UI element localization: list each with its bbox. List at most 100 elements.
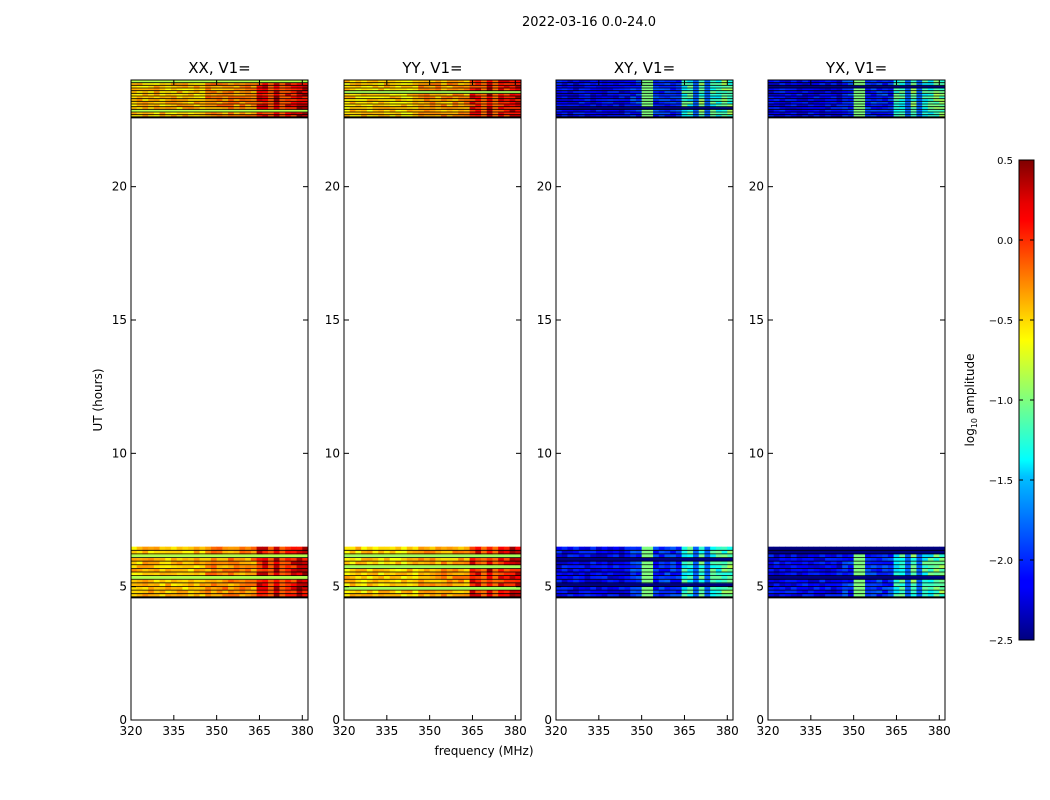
heatmap-cell xyxy=(595,582,603,587)
heatmap-cell xyxy=(136,96,143,100)
heatmap-cell xyxy=(556,96,563,100)
heatmap-cell xyxy=(131,546,138,551)
heatmap-cell xyxy=(842,557,849,562)
heatmap-cell xyxy=(773,557,780,562)
heatmap-cell xyxy=(355,96,362,100)
heatmap-cell xyxy=(727,80,734,84)
heatmap-cell xyxy=(406,82,413,86)
heatmap-cell xyxy=(618,546,625,551)
heatmap-cell xyxy=(239,104,246,108)
heatmap-cell xyxy=(710,114,717,118)
heatmap-cell xyxy=(435,564,442,569)
heatmap-cell xyxy=(567,550,574,555)
heatmap-cell xyxy=(216,572,223,577)
heatmap-cell xyxy=(561,593,568,598)
heatmap-cell xyxy=(882,106,889,110)
heatmap-cell xyxy=(216,101,223,105)
y-tick-label: 20 xyxy=(749,180,764,194)
heatmap-cell xyxy=(176,104,183,108)
heatmap-cell xyxy=(768,96,775,100)
heatmap-cell xyxy=(296,557,303,562)
heatmap-cell xyxy=(802,575,809,580)
heatmap-cell xyxy=(131,582,138,587)
heatmap-cell xyxy=(193,564,200,569)
heatmap-cell xyxy=(618,112,625,116)
heatmap-cell xyxy=(423,561,431,566)
heatmap-cell xyxy=(618,88,625,92)
heatmap-cell xyxy=(847,590,855,595)
heatmap-cell xyxy=(721,564,728,569)
heatmap-cell xyxy=(630,98,637,102)
heatmap-cell xyxy=(429,104,436,108)
heatmap-cell xyxy=(796,564,803,569)
heatmap-cell xyxy=(193,90,200,94)
heatmap-cell xyxy=(401,112,408,116)
heatmap-cell xyxy=(670,112,677,116)
heatmap-cell xyxy=(239,546,246,551)
heatmap-cell xyxy=(882,572,889,577)
heatmap-cell xyxy=(893,572,900,577)
heatmap-cell xyxy=(653,572,660,577)
heatmap-cell xyxy=(847,572,855,577)
heatmap-cell xyxy=(933,593,940,598)
heatmap-cell xyxy=(790,82,797,86)
heatmap-cell xyxy=(876,96,883,100)
heatmap-cell xyxy=(268,98,275,102)
heatmap-cell xyxy=(842,93,849,97)
heatmap-cell xyxy=(687,85,694,89)
heatmap-cell xyxy=(256,553,263,558)
heatmap-cell xyxy=(670,579,677,584)
heatmap-cell xyxy=(216,561,223,566)
heatmap-cell xyxy=(687,582,694,587)
heatmap-cell xyxy=(842,586,849,591)
heatmap-cell xyxy=(486,586,493,591)
heatmap-cell xyxy=(268,106,275,110)
heatmap-cell xyxy=(159,85,166,89)
heatmap-cell xyxy=(136,568,143,573)
heatmap-cell xyxy=(561,96,568,100)
heatmap-cell xyxy=(406,93,413,97)
heatmap-cell xyxy=(429,575,436,580)
heatmap-cell xyxy=(131,561,138,566)
heatmap-cell xyxy=(556,550,563,555)
heatmap-cell xyxy=(715,112,722,116)
heatmap-cell xyxy=(361,593,368,598)
heatmap-cell xyxy=(153,101,160,105)
heatmap-cell xyxy=(148,85,155,89)
heatmap-cell xyxy=(412,93,419,97)
heatmap-cell xyxy=(853,112,860,116)
heatmap-cell xyxy=(182,106,189,110)
heatmap-cell xyxy=(515,579,522,584)
heatmap-cell xyxy=(245,557,252,562)
heatmap-cell xyxy=(452,98,459,102)
heatmap-cell xyxy=(893,90,900,94)
heatmap-cell xyxy=(870,564,877,569)
heatmap-cell xyxy=(170,90,178,94)
heatmap-cell xyxy=(624,590,631,595)
heatmap-cell xyxy=(773,593,780,598)
heatmap-cell xyxy=(773,109,780,113)
heatmap-cell xyxy=(395,568,402,573)
heatmap-cell xyxy=(687,579,694,584)
heatmap-cell xyxy=(796,593,803,598)
heatmap-cell xyxy=(876,93,883,97)
heatmap-cell xyxy=(556,572,563,577)
heatmap-cell xyxy=(503,564,510,569)
heatmap-cell xyxy=(567,104,574,108)
heatmap-cell xyxy=(366,579,373,584)
heatmap-cell xyxy=(635,104,643,108)
heatmap-cell xyxy=(698,98,705,102)
heatmap-cell xyxy=(785,114,792,118)
heatmap-cell xyxy=(503,553,510,558)
heatmap-cell xyxy=(624,114,631,118)
heatmap-cell xyxy=(785,96,792,100)
heatmap-cell xyxy=(268,561,275,566)
heatmap-cell xyxy=(830,114,837,118)
heatmap-cell xyxy=(727,96,734,100)
heatmap-cell xyxy=(624,557,631,562)
heatmap-cell xyxy=(344,582,351,587)
heatmap-cell xyxy=(853,550,860,555)
heatmap-cell xyxy=(199,104,206,108)
heatmap-cell xyxy=(245,582,252,587)
heatmap-cell xyxy=(205,80,212,84)
